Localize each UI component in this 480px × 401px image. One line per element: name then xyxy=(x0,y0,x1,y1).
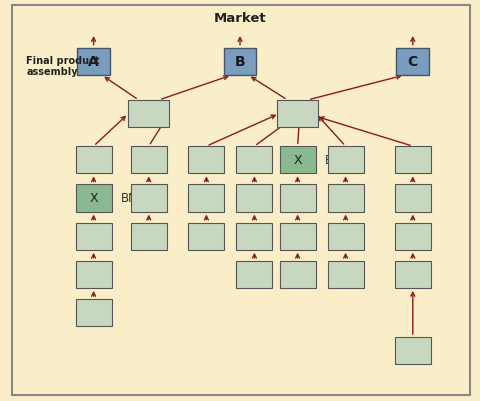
Bar xyxy=(395,261,431,288)
Bar xyxy=(395,223,431,250)
Bar xyxy=(188,223,225,250)
Bar xyxy=(188,185,225,212)
Bar xyxy=(327,185,364,212)
Text: C: C xyxy=(408,55,418,69)
Bar xyxy=(237,185,273,212)
Bar xyxy=(237,223,273,250)
Text: X: X xyxy=(293,154,302,167)
Bar xyxy=(279,223,316,250)
Bar xyxy=(279,147,316,174)
Bar xyxy=(396,49,429,76)
Text: BN: BN xyxy=(121,192,138,205)
Bar xyxy=(75,223,111,250)
Bar xyxy=(279,185,316,212)
Text: Market: Market xyxy=(214,12,266,24)
Bar xyxy=(131,223,167,250)
Bar xyxy=(77,49,110,76)
Bar xyxy=(75,147,111,174)
Bar xyxy=(224,49,256,76)
Bar xyxy=(395,337,431,365)
Bar xyxy=(131,147,167,174)
Bar xyxy=(327,261,364,288)
Text: Final product
assembly: Final product assembly xyxy=(26,55,100,77)
Bar xyxy=(75,299,111,326)
Bar xyxy=(327,223,364,250)
Bar xyxy=(188,147,225,174)
Bar xyxy=(237,147,273,174)
Bar xyxy=(129,101,169,128)
Text: BN: BN xyxy=(325,154,342,167)
Bar xyxy=(131,185,167,212)
Bar xyxy=(277,101,318,128)
Text: B: B xyxy=(235,55,245,69)
Text: A: A xyxy=(88,55,99,69)
Bar xyxy=(237,261,273,288)
Bar xyxy=(395,185,431,212)
Bar xyxy=(279,261,316,288)
Bar xyxy=(395,147,431,174)
Bar xyxy=(327,147,364,174)
Bar xyxy=(75,261,111,288)
Bar xyxy=(75,185,111,212)
Text: X: X xyxy=(89,192,98,205)
